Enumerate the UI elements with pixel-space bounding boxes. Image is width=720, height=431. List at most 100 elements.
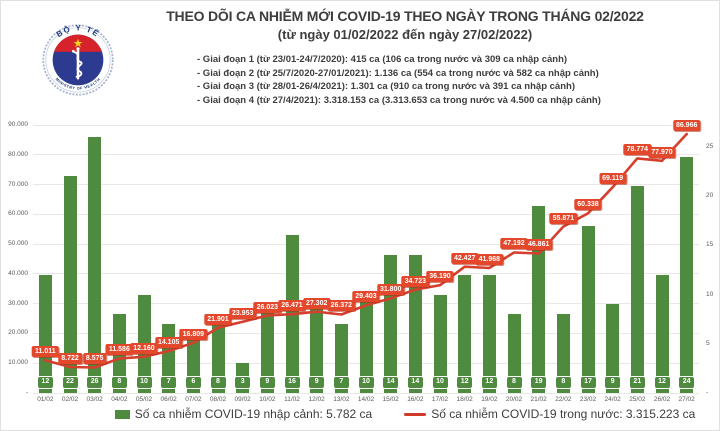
line-value-label: 8.575	[82, 353, 107, 365]
bar-value-tag: 9	[308, 376, 326, 389]
line-value-label: 21.901	[204, 313, 232, 325]
covid-import-bar	[581, 225, 595, 393]
bar-value-tag: 21	[628, 376, 646, 389]
bar-value-tag: 24	[678, 376, 696, 389]
line-value-label: 86.966	[672, 120, 701, 132]
left-axis-tick: 80.000	[8, 150, 28, 158]
line-value-label: 27.302	[302, 297, 331, 309]
x-axis-label: 20/02	[505, 396, 523, 403]
line-value-label: 16.809	[179, 328, 208, 340]
gridline	[33, 184, 699, 186]
line-value-label: 29.403	[352, 291, 380, 303]
line-legend-label: Số ca nhiễm COVID-19 trong nước: 3.315.2…	[431, 407, 696, 421]
gridline	[33, 273, 699, 275]
bar-value-tag: 9	[258, 376, 276, 389]
line-value-label: 36.190	[426, 271, 454, 283]
line-value-label: 41.968	[475, 254, 504, 266]
x-axis-label: 22/02	[555, 396, 572, 403]
line-value-label: 8.722	[58, 353, 82, 365]
line-value-label: 77.970	[648, 146, 676, 158]
line-value-label: 14.105	[154, 336, 183, 348]
x-axis-label: 21/02	[530, 396, 547, 403]
line-value-label: 11.011	[32, 346, 59, 358]
bar-value-tag: 8	[505, 376, 523, 389]
gridline	[33, 243, 699, 245]
covid-import-bar	[532, 205, 546, 393]
bar-value-tag: 26	[86, 376, 104, 389]
covid-import-bar	[285, 235, 299, 393]
bar-value-tag: 12	[36, 376, 54, 389]
x-axis-label: 08/02	[209, 396, 227, 403]
x-axis-label: 18/02	[456, 396, 473, 403]
bar-value-tag: 8	[209, 376, 227, 389]
x-axis-label: 15/02	[382, 396, 399, 403]
x-axis-label: 06/02	[160, 396, 177, 403]
period-notes: - Giai đoạn 1 (từ 23/01-24/7/2020): 415 …	[197, 53, 601, 108]
right-axis-tick: 10	[706, 290, 714, 298]
bar-value-tag: 8	[110, 376, 128, 389]
ministry-of-health-logo: BỘ Y TẾ MINISTRY OF HEALTH	[42, 23, 114, 96]
right-axis-tick: 15	[706, 241, 714, 249]
logo-star-icon	[73, 38, 83, 48]
line-value-label: 26.471	[278, 300, 306, 312]
bar-series-legend: Số ca nhiễm COVID-19 nhập cảnh: 5.782 ca	[114, 407, 373, 421]
bar-value-tag: 14	[382, 376, 400, 389]
x-axis-label: 05/02	[135, 396, 153, 403]
x-axis-label: 13/02	[333, 396, 350, 403]
bar-value-tag: 17	[579, 376, 597, 389]
period-note-1: - Giai đoạn 1 (từ 23/01-24/7/2020): 415 …	[197, 54, 568, 65]
bar-value-tag: 12	[480, 376, 498, 389]
line-value-label: 69.119	[599, 173, 627, 185]
line-value-label: 31.800	[376, 284, 405, 296]
left-axis-tick: 70.000	[8, 180, 28, 188]
chart-title: THEO DÕI CA NHIỄM MỚI COVID-19 THEO NGÀY…	[166, 8, 644, 24]
covid-import-bar	[680, 156, 694, 393]
line-value-label: 78.774	[623, 144, 652, 156]
right-axis-tick: 5	[706, 339, 710, 347]
line-value-label: 42.427	[450, 252, 479, 264]
line-value-label: 26.372	[327, 300, 356, 312]
bar-value-tag: 12	[456, 376, 474, 389]
line-value-label: 47.192	[500, 238, 528, 250]
right-axis-tick: -	[706, 389, 709, 396]
logo-inner-ring	[45, 27, 111, 93]
left-axis-tick: 50.000	[8, 240, 28, 248]
x-axis-label: 07/02	[185, 396, 202, 403]
x-axis-label: 19/02	[481, 396, 498, 403]
bar-value-tag: 10	[357, 376, 375, 389]
x-axis-label: 14/02	[357, 396, 375, 403]
x-axis-label: 01/02	[37, 396, 54, 403]
x-axis-label: 17/02	[431, 396, 449, 403]
period-note-3: - Giai đoạn 3 (từ 28/01-26/4/2021): 1.30…	[197, 81, 575, 93]
line-value-label: 46.861	[524, 239, 553, 251]
right-axis-tick: 25	[706, 142, 714, 150]
gridline	[33, 392, 699, 394]
left-axis-tick: 40.000	[8, 269, 28, 277]
line-value-label: 60.338	[574, 199, 602, 211]
right-axis-tick: 20	[706, 192, 714, 199]
bar-value-tag: 12	[653, 376, 671, 389]
x-axis-label: 27/02	[678, 396, 695, 403]
snake-head	[71, 49, 75, 53]
line-value-label: 23.953	[228, 307, 257, 319]
bar-value-tag: 9	[604, 376, 622, 389]
x-axis-label: 24/02	[604, 396, 621, 403]
x-axis-label: 04/02	[111, 396, 128, 403]
x-axis-label: 03/02	[86, 396, 103, 403]
bar-value-tag: 16	[283, 376, 301, 389]
left-axis-tick: 90.000	[8, 121, 28, 128]
left-axis-tick: 30.000	[8, 299, 28, 307]
bar-legend-swatch	[114, 409, 130, 419]
line-series-legend: Số ca nhiễm COVID-19 trong nước: 3.315.2…	[404, 407, 695, 421]
left-axis-tick: -	[25, 389, 28, 396]
covid-import-bar	[630, 186, 644, 393]
period-note-2: - Giai đoạn 2 (từ 25/7/2020-27/01/2021):…	[197, 67, 599, 79]
x-axis-label: 26/02	[653, 396, 671, 403]
bar-legend-label: Số ca nhiễm COVID-19 nhập cảnh: 5.782 ca	[134, 407, 373, 421]
x-axis-label: 09/02	[234, 396, 251, 403]
bar-value-tag: 10	[135, 376, 153, 389]
line-value-label: 26.023	[253, 301, 282, 313]
x-axis-label: 10/02	[259, 396, 276, 403]
x-axis-label: 23/02	[579, 396, 597, 403]
